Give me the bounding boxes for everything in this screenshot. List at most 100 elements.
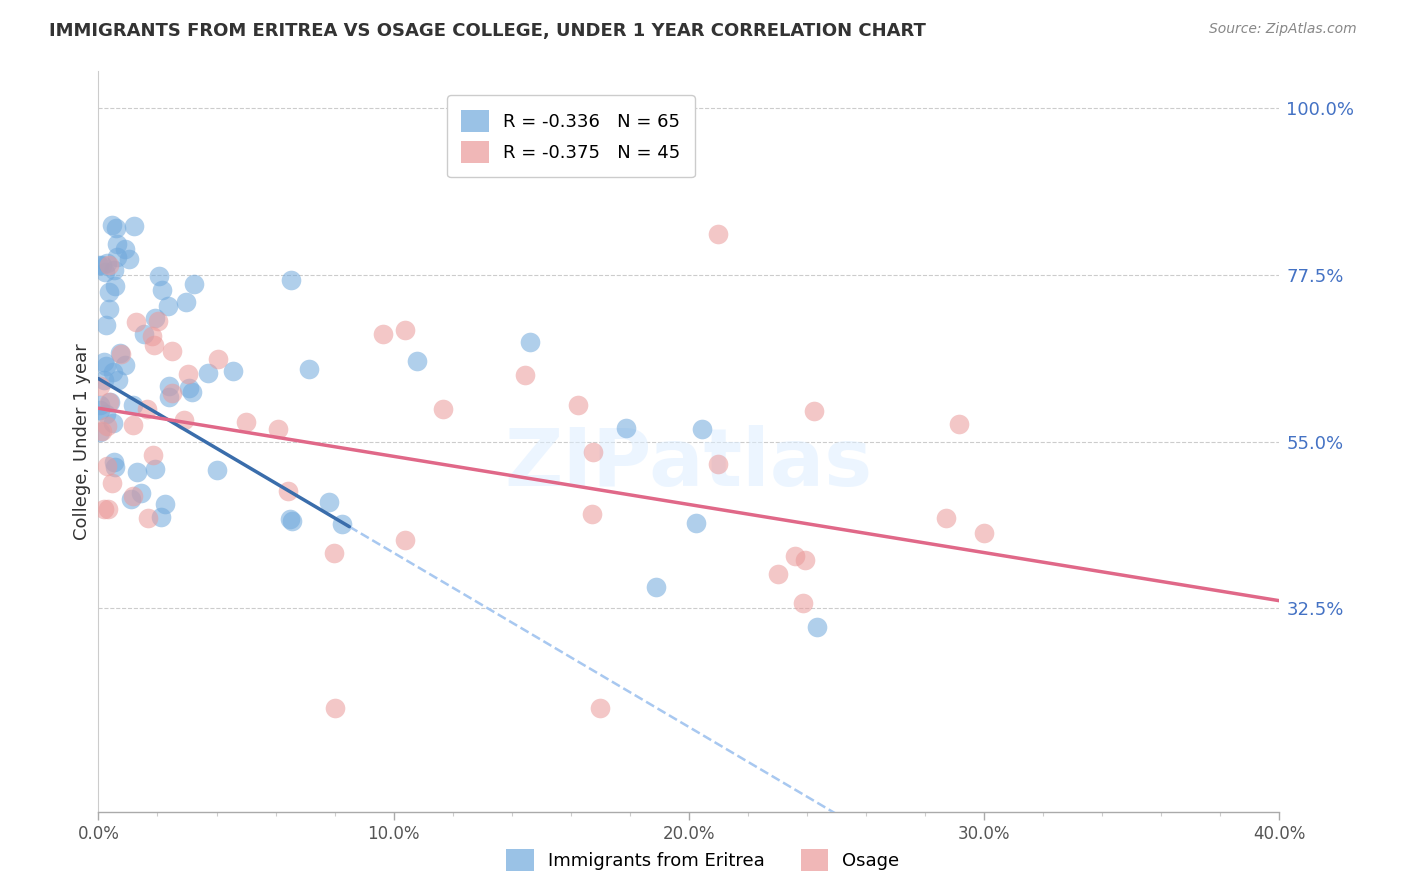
Point bbox=[157, 391, 180, 405]
Point bbox=[803, 403, 825, 417]
Point bbox=[110, 346, 132, 360]
Point bbox=[267, 422, 290, 436]
Point bbox=[96, 459, 118, 474]
Point bbox=[93, 502, 115, 516]
Point bbox=[101, 365, 124, 379]
Point bbox=[177, 368, 200, 382]
Point bbox=[143, 338, 166, 352]
Point bbox=[148, 268, 170, 283]
Point bbox=[432, 402, 454, 417]
Point bbox=[131, 486, 153, 500]
Point bbox=[197, 367, 219, 381]
Point bbox=[948, 417, 970, 431]
Point bbox=[394, 323, 416, 337]
Point bbox=[589, 701, 612, 715]
Point bbox=[104, 279, 127, 293]
Point bbox=[141, 329, 163, 343]
Point bbox=[690, 421, 713, 435]
Point bbox=[103, 417, 125, 431]
Point bbox=[174, 295, 197, 310]
Point bbox=[89, 398, 111, 412]
Point bbox=[114, 358, 136, 372]
Point bbox=[105, 250, 128, 264]
Point bbox=[323, 701, 346, 715]
Point bbox=[90, 424, 112, 438]
Point bbox=[104, 459, 127, 474]
Point bbox=[205, 463, 228, 477]
Point bbox=[330, 516, 353, 531]
Point bbox=[792, 596, 814, 610]
Point bbox=[280, 273, 302, 287]
Point bbox=[281, 514, 304, 528]
Y-axis label: College, Under 1 year: College, Under 1 year bbox=[73, 343, 91, 540]
Point bbox=[783, 549, 806, 563]
Point bbox=[122, 418, 145, 433]
Point bbox=[108, 345, 131, 359]
Point bbox=[177, 381, 200, 395]
Point bbox=[89, 425, 111, 439]
Point bbox=[278, 512, 301, 526]
Point bbox=[519, 334, 541, 349]
Point bbox=[973, 526, 995, 541]
Point bbox=[121, 489, 143, 503]
Point bbox=[157, 378, 180, 392]
Point bbox=[707, 227, 730, 242]
Point bbox=[794, 552, 817, 566]
Point bbox=[107, 373, 129, 387]
Point bbox=[766, 567, 789, 582]
Point bbox=[582, 445, 605, 459]
Point bbox=[103, 262, 125, 277]
Point bbox=[122, 399, 145, 413]
Point bbox=[373, 327, 395, 342]
Text: IMMIGRANTS FROM ERITREA VS OSAGE COLLEGE, UNDER 1 YEAR CORRELATION CHART: IMMIGRANTS FROM ERITREA VS OSAGE COLLEGE… bbox=[49, 22, 927, 40]
Point bbox=[89, 379, 111, 393]
Point bbox=[707, 457, 730, 471]
Point bbox=[114, 242, 136, 256]
Point bbox=[318, 495, 340, 509]
Point bbox=[97, 502, 120, 516]
Point bbox=[160, 343, 183, 358]
Point bbox=[513, 368, 536, 382]
Point bbox=[235, 415, 257, 429]
Point bbox=[323, 546, 346, 560]
Point bbox=[180, 384, 202, 399]
Point bbox=[685, 516, 707, 530]
Point bbox=[394, 533, 416, 548]
Point bbox=[120, 491, 142, 506]
Point bbox=[103, 455, 125, 469]
Point bbox=[207, 351, 229, 366]
Point bbox=[93, 265, 115, 279]
Text: Source: ZipAtlas.com: Source: ZipAtlas.com bbox=[1209, 22, 1357, 37]
Point bbox=[118, 252, 141, 266]
Point bbox=[132, 327, 155, 342]
Point bbox=[98, 395, 121, 409]
Point bbox=[89, 402, 111, 417]
Point bbox=[90, 258, 112, 272]
Text: ZIPatlas: ZIPatlas bbox=[505, 425, 873, 503]
Point bbox=[101, 218, 124, 232]
Point bbox=[222, 364, 245, 378]
Point bbox=[143, 462, 166, 476]
Point bbox=[935, 511, 957, 525]
Point bbox=[100, 476, 122, 491]
Point bbox=[277, 483, 299, 498]
Point bbox=[581, 508, 603, 522]
Point bbox=[96, 256, 118, 270]
Point bbox=[98, 285, 121, 299]
Point bbox=[93, 373, 115, 387]
Point bbox=[125, 315, 148, 329]
Point bbox=[614, 421, 637, 435]
Legend: R = -0.336   N = 65, R = -0.375   N = 45: R = -0.336 N = 65, R = -0.375 N = 45 bbox=[447, 95, 695, 178]
Point bbox=[94, 359, 117, 373]
Point bbox=[96, 407, 118, 421]
Point bbox=[567, 398, 589, 412]
Point bbox=[122, 219, 145, 233]
Point bbox=[146, 313, 169, 327]
Point bbox=[93, 354, 115, 368]
Point bbox=[98, 394, 121, 409]
Point bbox=[98, 301, 121, 316]
Point bbox=[94, 318, 117, 333]
Point bbox=[153, 497, 176, 511]
Point bbox=[136, 401, 159, 416]
Point bbox=[150, 283, 173, 297]
